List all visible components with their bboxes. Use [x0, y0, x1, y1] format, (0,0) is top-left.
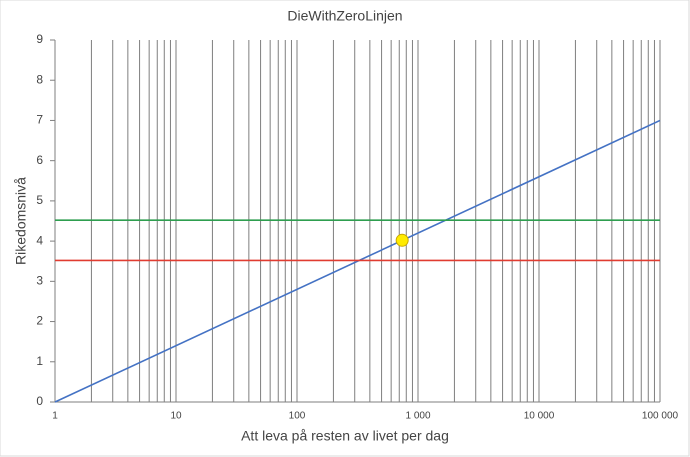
y-tick-label: 8 — [36, 72, 43, 86]
x-tick-label: 10 000 — [524, 411, 555, 422]
y-tick-label: 2 — [36, 314, 43, 328]
y-tick-label: 3 — [36, 274, 43, 288]
x-tick-label: 10 — [170, 411, 182, 422]
x-axis-title: Att leva på resten av livet per dag — [241, 428, 449, 444]
y-tick-label: 7 — [36, 113, 43, 127]
y-tick-label: 0 — [36, 394, 43, 408]
series-line — [54, 119, 661, 403]
y-tick-label: 9 — [36, 32, 43, 46]
y-tick-label: 1 — [36, 354, 43, 368]
x-tick-label: 1 — [52, 411, 58, 422]
data-point — [395, 233, 409, 247]
y-axis-title: Rikedomsnivå — [13, 177, 29, 265]
y-tick-label: 6 — [36, 153, 43, 167]
y-tick-label: 4 — [36, 233, 43, 247]
chart-title: DieWithZeroLinjen — [287, 8, 402, 24]
y-tick-label: 5 — [36, 193, 43, 207]
x-tick-label: 100 000 — [642, 411, 679, 422]
x-tick-label: 1 000 — [405, 411, 430, 422]
x-tick-label: 100 — [289, 411, 306, 422]
